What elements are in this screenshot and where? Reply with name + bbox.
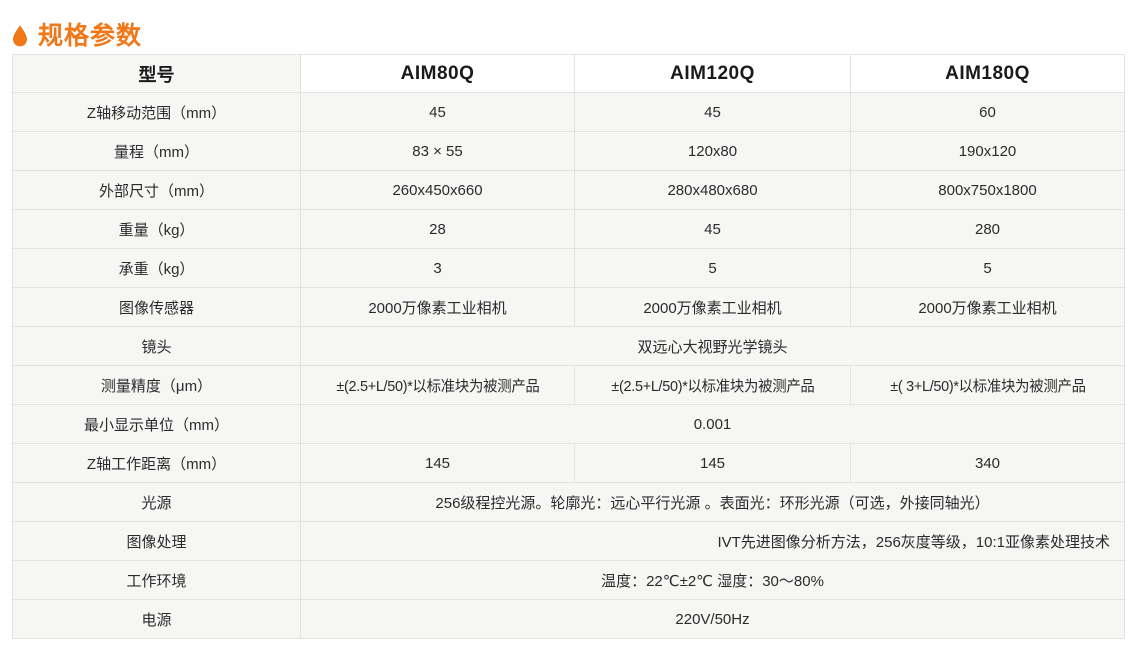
row-label: 最小显示单位（mm） — [12, 404, 301, 444]
table-row: 外部尺寸（mm） 260x450x660 280x480x680 800x750x18… — [12, 170, 1125, 210]
row-label: 镜头 — [12, 326, 301, 366]
column-header-model: 型号 — [12, 54, 301, 93]
table-row: 图像传感器 2000万像素工业相机 2000万像素工业相机 2000万像素工业相机 — [12, 287, 1125, 327]
table-header-row: 型号 AIM80Q AIM120Q AIM180Q — [12, 54, 1125, 93]
row-value-cell: 5 — [574, 248, 851, 288]
row-label: Z轴工作距离（mm） — [12, 443, 301, 483]
table-row: 电源 220V/50Hz — [12, 599, 1125, 639]
row-label: 光源 — [12, 482, 301, 522]
row-value-cell: 45 — [574, 209, 851, 249]
row-value-cell: 145 — [574, 443, 851, 483]
table-row: 工作环境 温度：22℃±2℃ 湿度：30～80% — [12, 560, 1125, 600]
specification-table: 型号 AIM80Q AIM120Q AIM180Q Z轴移动范围（mm） 45 45… — [12, 54, 1125, 639]
table-row: 重量（kg） 28 45 280 — [12, 209, 1125, 249]
row-value-merged: IVT先进图像分析方法，256灰度等级，10:1亚像素处理技术 — [300, 521, 1125, 561]
row-value-merged: 256级程控光源。轮廓光：远心平行光源 。表面光：环形光源（可选，外接同轴光） — [300, 482, 1125, 522]
row-value-cell: 190x120 — [850, 131, 1125, 171]
table-row: Z轴工作距离（mm） 145 145 340 — [12, 443, 1125, 483]
row-label: 外部尺寸（mm） — [12, 170, 301, 210]
row-value-cell: 280x480x680 — [574, 170, 851, 210]
row-label: 承重（kg） — [12, 248, 301, 288]
row-label: 量程（mm） — [12, 131, 301, 171]
row-value-cell: 120x80 — [574, 131, 851, 171]
row-value-cell: 60 — [850, 92, 1125, 132]
row-label: 图像处理 — [12, 521, 301, 561]
row-label: 测量精度（μm） — [12, 365, 301, 405]
water-drop-icon — [13, 25, 27, 47]
column-header-aim180q: AIM180Q — [850, 54, 1125, 93]
row-value-merged: 220V/50Hz — [300, 599, 1125, 639]
row-value-merged: 双远心大视野光学镜头 — [300, 326, 1125, 366]
row-value-cell: 145 — [300, 443, 575, 483]
row-value-cell: 800x750x1800 — [850, 170, 1125, 210]
row-value-merged: 温度：22℃±2℃ 湿度：30～80% — [300, 560, 1125, 600]
row-value-cell: 5 — [850, 248, 1125, 288]
row-value-cell: 83 × 55 — [300, 131, 575, 171]
table-row: 测量精度（μm） ±(2.5+L/50)*以标准块为被测产品 ±(2.5+L/50)… — [12, 365, 1125, 405]
table-row: 最小显示单位（mm） 0.001 — [12, 404, 1125, 444]
row-value-merged: 0.001 — [300, 404, 1125, 444]
row-label: 电源 — [12, 599, 301, 639]
row-value-cell: ±(2.5+L/50)*以标准块为被测产品 — [579, 365, 846, 405]
column-header-aim80q: AIM80Q — [300, 54, 575, 93]
row-value-cell: 280 — [850, 209, 1125, 249]
table-row: 图像处理 IVT先进图像分析方法，256灰度等级，10:1亚像素处理技术 — [12, 521, 1125, 561]
row-label: 重量（kg） — [12, 209, 301, 249]
row-value-cell: 28 — [300, 209, 575, 249]
table-row: Z轴移动范围（mm） 45 45 60 — [12, 92, 1125, 132]
table-row: 量程（mm） 83 × 55 120x80 190x120 — [12, 131, 1125, 171]
row-value-cell: 260x450x660 — [300, 170, 575, 210]
row-value-cell: 340 — [850, 443, 1125, 483]
row-label: 图像传感器 — [12, 287, 301, 327]
page-header: 规格参数 — [0, 0, 1134, 48]
row-value-cell: 3 — [300, 248, 575, 288]
table-row: 光源 256级程控光源。轮廓光：远心平行光源 。表面光：环形光源（可选，外接同轴光… — [12, 482, 1125, 522]
table-row: 镜头 双远心大视野光学镜头 — [12, 326, 1125, 366]
row-value-cell: ±( 3+L/50)*以标准块为被测产品 — [855, 365, 1120, 405]
row-label: Z轴移动范围（mm） — [12, 92, 301, 132]
row-value-cell: 2000万像素工业相机 — [574, 287, 851, 327]
spec-table-container: 型号 AIM80Q AIM120Q AIM180Q Z轴移动范围（mm） 45 45… — [0, 48, 1134, 639]
page-title: 规格参数 — [38, 21, 143, 50]
row-value-cell: 2000万像素工业相机 — [300, 287, 575, 327]
table-body: Z轴移动范围（mm） 45 45 60 量程（mm） 83 × 55 120x80 190x1… — [12, 92, 1125, 639]
row-value-cell: ±(2.5+L/50)*以标准块为被测产品 — [305, 365, 570, 405]
row-value-cell: 45 — [300, 92, 575, 132]
table-row: 承重（kg） 3 5 5 — [12, 248, 1125, 288]
row-label: 工作环境 — [12, 560, 301, 600]
row-value-cell: 2000万像素工业相机 — [850, 287, 1125, 327]
column-header-aim120q: AIM120Q — [574, 54, 851, 93]
row-value-cell: 45 — [574, 92, 851, 132]
